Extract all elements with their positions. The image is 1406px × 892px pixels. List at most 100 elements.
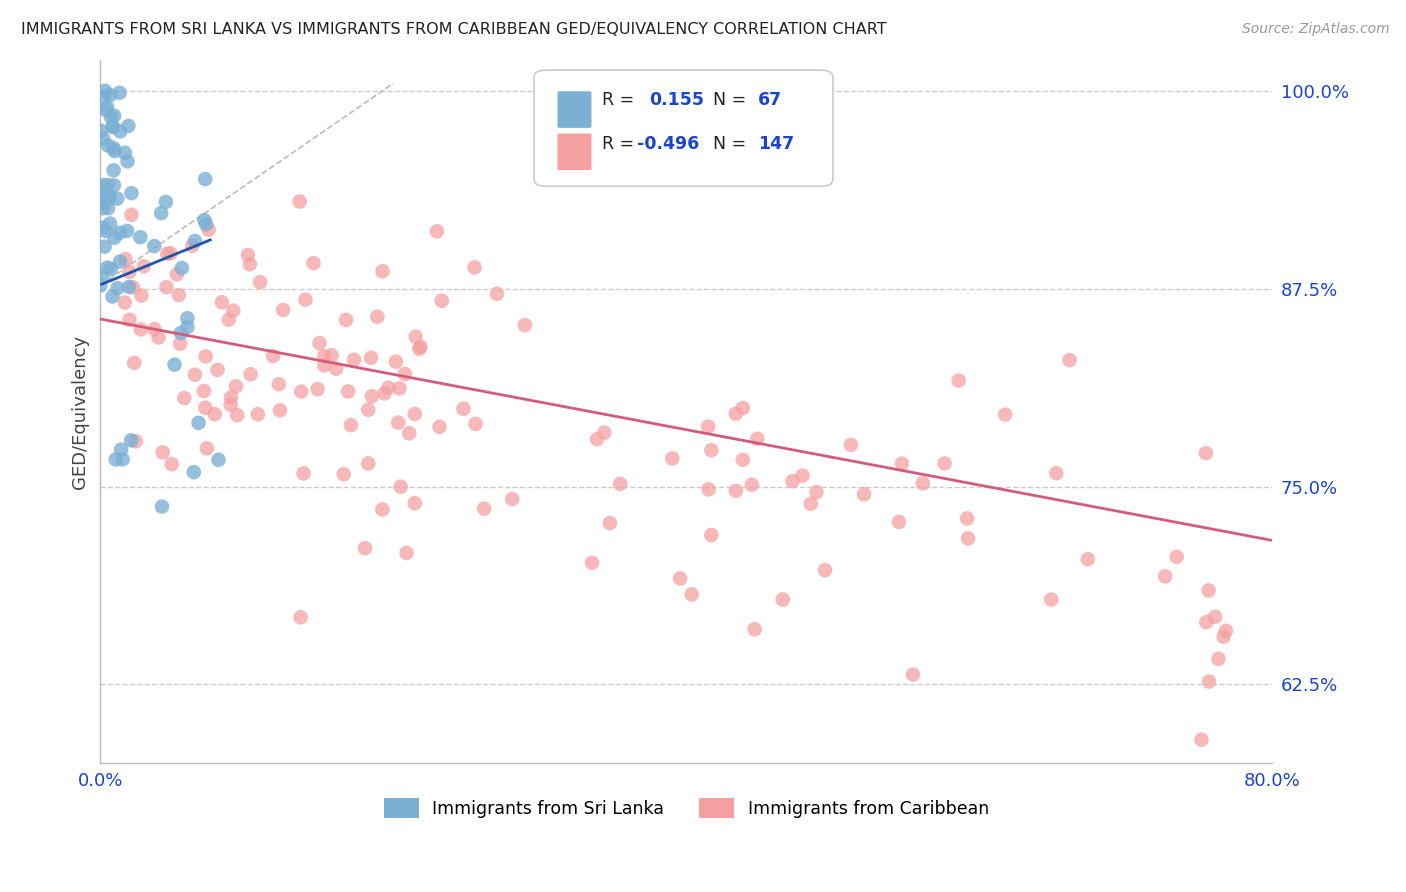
Point [211, 295, 233, 310]
Point [800, 497, 823, 511]
Point [700, 528, 723, 542]
Point [103, 109, 125, 123]
Point [302, 256, 325, 270]
Point [307, 382, 329, 396]
Point [731, 452, 754, 467]
Point [181, 239, 204, 253]
Point [409, 340, 432, 354]
Point [98, 191, 121, 205]
Point [167, 288, 190, 302]
Point [724, 407, 747, 421]
Point [405, 330, 427, 344]
Point [108, 86, 131, 100]
Point [357, 457, 380, 471]
Point [290, 610, 312, 624]
Point [204, 407, 226, 421]
Point [697, 483, 720, 497]
Point [772, 592, 794, 607]
Point [269, 403, 291, 417]
FancyBboxPatch shape [558, 91, 592, 128]
Point [160, 457, 183, 471]
Point [1215, 624, 1237, 638]
Point [239, 368, 262, 382]
Point [184, 234, 207, 248]
Point [176, 320, 198, 334]
Point [394, 367, 416, 381]
Point [581, 556, 603, 570]
Point [156, 246, 179, 260]
Point [163, 358, 186, 372]
Point [115, 224, 138, 238]
Point [426, 224, 449, 238]
Point [464, 417, 486, 431]
Point [97, 138, 120, 153]
Point [700, 443, 723, 458]
Point [120, 434, 142, 448]
Point [513, 318, 536, 333]
Point [169, 336, 191, 351]
Point [100, 261, 122, 276]
Point [308, 336, 330, 351]
Point [388, 381, 411, 395]
Point [681, 587, 703, 601]
Point [366, 310, 388, 324]
Point [398, 426, 420, 441]
Point [225, 379, 247, 393]
Point [294, 293, 316, 307]
Point [120, 186, 142, 201]
Text: N =: N = [713, 135, 752, 153]
Point [98, 217, 121, 231]
Point [101, 120, 124, 134]
Point [429, 420, 451, 434]
Point [357, 402, 380, 417]
Text: IMMIGRANTS FROM SRI LANKA VS IMMIGRANTS FROM CARIBBEAN GED/EQUIVALENCY CORRELATI: IMMIGRANTS FROM SRI LANKA VS IMMIGRANTS … [21, 22, 887, 37]
Point [103, 178, 125, 193]
Point [782, 474, 804, 488]
Point [389, 480, 412, 494]
Point [159, 246, 181, 260]
Point [1204, 610, 1226, 624]
Point [114, 295, 136, 310]
Point [183, 465, 205, 479]
Point [108, 254, 131, 268]
Point [669, 571, 692, 585]
Point [385, 354, 408, 368]
Point [957, 532, 980, 546]
Point [360, 351, 382, 365]
Point [249, 275, 271, 289]
Point [94, 84, 117, 98]
Point [814, 563, 837, 577]
Text: 147: 147 [758, 135, 794, 153]
Point [222, 303, 245, 318]
Point [194, 172, 217, 186]
Point [105, 192, 128, 206]
Point [267, 377, 290, 392]
Point [1208, 652, 1230, 666]
Point [104, 452, 127, 467]
Point [314, 349, 336, 363]
Point [150, 500, 173, 514]
Point [262, 349, 284, 363]
Point [96, 260, 118, 275]
Point [1077, 552, 1099, 566]
Point [994, 408, 1017, 422]
Point [1040, 592, 1063, 607]
Point [90, 124, 112, 138]
Point [219, 398, 242, 412]
Point [173, 391, 195, 405]
Point [195, 442, 218, 456]
Point [887, 515, 910, 529]
Point [948, 374, 970, 388]
Point [354, 541, 377, 556]
Point [747, 432, 769, 446]
Point [404, 496, 426, 510]
Point [155, 194, 177, 209]
Point [288, 194, 311, 209]
Point [193, 213, 215, 227]
Point [93, 89, 115, 103]
Point [131, 288, 153, 302]
Point [132, 260, 155, 274]
Point [176, 311, 198, 326]
Y-axis label: GED/Equivalency: GED/Equivalency [72, 334, 89, 489]
Point [129, 322, 152, 336]
